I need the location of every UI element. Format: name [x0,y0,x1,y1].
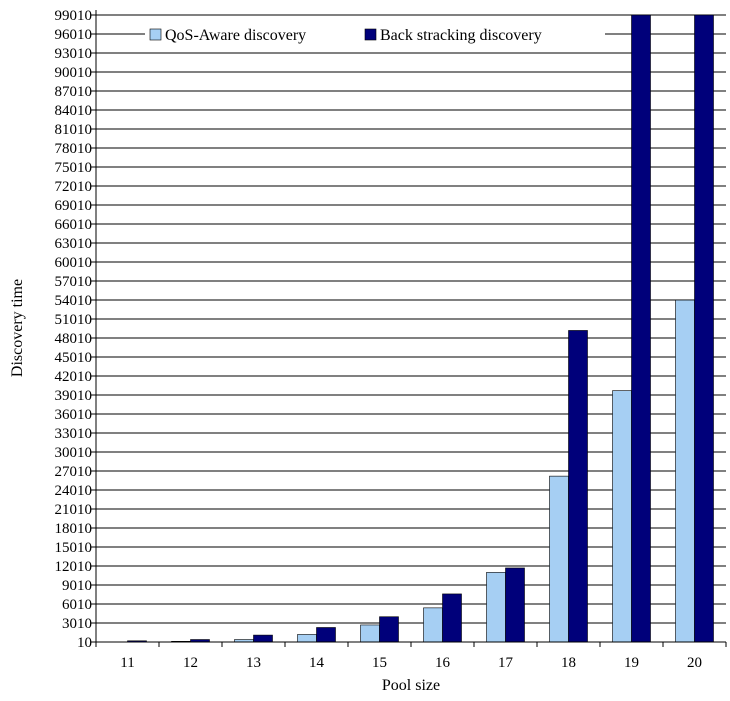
y-tick-label: 42010 [55,369,93,385]
x-tick-label: 12 [183,655,198,671]
y-tick-label: 48010 [55,331,93,347]
bar-backtracking-15 [379,616,399,643]
y-tick-label: 99010 [55,8,93,24]
y-tick-label: 30010 [55,445,93,461]
x-tick-label: 18 [561,655,576,671]
y-tick-labels: 10 3010 6010 9010 12010 15010 18010 21010 24010 2… [55,8,93,651]
y-tick-label: 96010 [55,27,93,43]
y-tick-label: 84010 [55,103,93,119]
y-tick-label: 10 [77,635,92,651]
x-tick-label: 11 [120,655,134,671]
bar-qos-18 [549,475,569,643]
y-tick-label: 66010 [55,217,93,233]
y-tick-label: 81010 [55,122,93,138]
y-tick-label: 24010 [55,483,93,499]
y-tick-label: 33010 [55,426,93,442]
y-tick-label: 78010 [55,141,93,157]
x-tick-label: 19 [624,655,639,671]
bar-qos-16 [423,607,443,643]
x-tick-label: 13 [246,655,261,671]
x-tick-labels: 11 12 13 14 15 16 17 18 19 20 [120,655,702,671]
x-axis-label: Pool size [382,677,440,694]
bar-backtracking-20 [694,14,714,643]
y-tick-label: 57010 [55,274,93,290]
y-tick-label: 18010 [55,521,93,537]
axes [95,10,727,647]
y-axis-label: Discovery time [9,279,26,377]
bar-backtracking-19 [631,14,651,643]
legend-swatch-backtracking [364,28,377,41]
bar-qos-20 [675,299,695,643]
y-tick-label: 12010 [55,559,93,575]
legend-swatch-qos [149,28,162,41]
y-tick-label: 90010 [55,65,93,81]
x-tick-label: 14 [309,655,325,671]
y-tick-label: 51010 [55,312,93,328]
x-tick-label: 16 [435,655,451,671]
bar-backtracking-16 [442,593,462,643]
y-tick-label: 69010 [55,198,93,214]
x-tick-label: 15 [372,655,387,671]
y-tick-label: 45010 [55,350,93,366]
bar-backtracking-13 [253,634,273,643]
bar-backtracking-14 [316,627,336,643]
legend: QoS-Aware discovery Back stracking disco… [145,25,605,47]
bars [127,14,714,643]
bar-backtracking-18 [568,330,588,643]
x-tick-label: 20 [687,655,702,671]
bar-qos-14 [297,634,317,643]
bar-qos-17 [486,572,506,643]
y-tick-label: 9010 [62,578,92,594]
y-tick-label: 36010 [55,407,93,423]
x-tick-label: 17 [498,655,514,671]
bar-qos-19 [612,390,632,643]
y-tick-label: 39010 [55,388,93,404]
bar-qos-15 [360,624,380,643]
bar-backtracking-17 [505,567,525,643]
y-tick-label: 15010 [55,540,93,556]
y-tick-label: 54010 [55,293,93,309]
y-tick-label: 60010 [55,255,93,271]
y-tick-label: 27010 [55,464,93,480]
y-tick-label: 87010 [55,84,93,100]
y-tick-label: 21010 [55,502,93,518]
y-tick-label: 3010 [62,616,92,632]
y-tick-label: 75010 [55,160,93,176]
y-tick-label: 72010 [55,179,93,195]
y-tick-label: 63010 [55,236,93,252]
y-tick-label: 93010 [55,46,93,62]
y-tick-label: 6010 [62,597,92,613]
legend-label-qos: QoS-Aware discovery [165,27,306,44]
legend-label-backtracking: Back stracking discovery [380,27,542,44]
